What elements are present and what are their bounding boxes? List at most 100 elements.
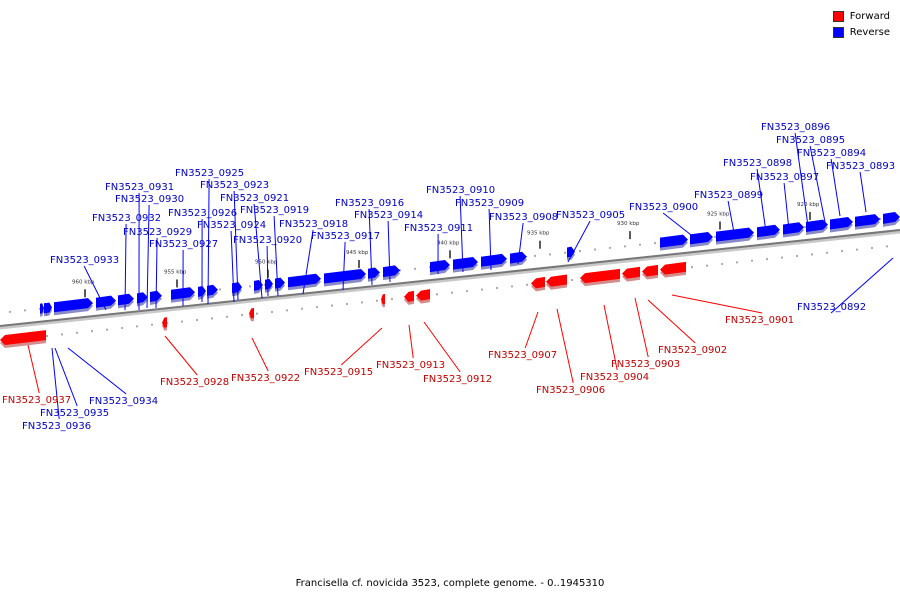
gene-label[interactable]: FN3523_0892 bbox=[797, 302, 866, 313]
leader-line bbox=[662, 212, 701, 243]
gene-feature[interactable] bbox=[660, 234, 688, 248]
gene-feature[interactable] bbox=[288, 273, 321, 288]
gene-feature[interactable] bbox=[118, 293, 134, 306]
backbone-line bbox=[0, 229, 900, 327]
gene-label[interactable]: FN3523_0933 bbox=[50, 255, 119, 266]
gene-feature[interactable] bbox=[855, 214, 880, 227]
gene-feature[interactable] bbox=[622, 266, 640, 279]
gene-feature[interactable] bbox=[249, 307, 254, 319]
gene-label[interactable]: FN3523_0925 bbox=[175, 168, 244, 179]
gene-label[interactable]: FN3523_0906 bbox=[536, 385, 605, 396]
gene-label[interactable]: FN3523_0918 bbox=[279, 219, 348, 230]
gene-label[interactable]: FN3523_0920 bbox=[233, 235, 302, 246]
gene-label[interactable]: FN3523_0909 bbox=[455, 198, 524, 209]
gene-feature[interactable] bbox=[642, 264, 658, 277]
legend-reverse: Reverse bbox=[832, 24, 890, 40]
gene-label[interactable]: FN3523_0895 bbox=[776, 135, 845, 146]
genome-backbone bbox=[0, 229, 900, 330]
gene-label[interactable]: FN3523_0924 bbox=[197, 220, 266, 231]
gene-label[interactable]: FN3523_0899 bbox=[694, 190, 763, 201]
gene-label[interactable]: FN3523_0900 bbox=[629, 202, 698, 213]
gene-label[interactable]: FN3523_0919 bbox=[240, 205, 309, 216]
gene-label[interactable]: FN3523_0921 bbox=[220, 193, 289, 204]
gene-label[interactable]: FN3523_0936 bbox=[22, 421, 91, 432]
gene-label[interactable]: FN3523_0922 bbox=[231, 373, 300, 384]
gene-label[interactable]: FN3523_0904 bbox=[580, 372, 649, 383]
leader-line bbox=[859, 171, 867, 213]
gene-feature[interactable] bbox=[580, 268, 620, 284]
gene-label[interactable]: FN3523_0926 bbox=[168, 208, 237, 219]
leader-line bbox=[459, 195, 464, 273]
gene-feature[interactable] bbox=[531, 276, 545, 289]
gene-label[interactable]: FN3523_0893 bbox=[826, 161, 895, 172]
gene-label[interactable]: FN3523_0916 bbox=[335, 198, 404, 209]
gene-feature[interactable] bbox=[383, 265, 400, 278]
gene-feature[interactable] bbox=[546, 274, 567, 287]
gene-feature[interactable] bbox=[404, 290, 414, 302]
gene-feature[interactable] bbox=[44, 302, 48, 314]
gene-label[interactable]: FN3523_0894 bbox=[797, 148, 866, 159]
kbp-label: 940 kbp bbox=[437, 240, 460, 246]
leader-line bbox=[647, 299, 696, 344]
legend-forward-label: Forward bbox=[849, 10, 890, 22]
gene-feature[interactable] bbox=[96, 295, 116, 308]
gene-label[interactable]: FN3523_0917 bbox=[311, 231, 380, 242]
gene-feature[interactable] bbox=[265, 278, 273, 290]
backbone-shadow bbox=[0, 230, 900, 330]
gene-label[interactable]: FN3523_0907 bbox=[488, 350, 557, 361]
gene-feature[interactable] bbox=[830, 217, 853, 230]
gene-feature[interactable] bbox=[430, 260, 450, 273]
gene-label[interactable]: FN3523_0902 bbox=[658, 345, 727, 356]
gene-label[interactable]: FN3523_0896 bbox=[761, 122, 830, 133]
gene-label[interactable]: FN3523_0937 bbox=[2, 395, 71, 406]
gene-feature[interactable] bbox=[381, 293, 385, 305]
gene-label[interactable]: FN3523_0935 bbox=[40, 408, 109, 419]
leader-line bbox=[830, 257, 894, 314]
gene-label[interactable]: FN3523_0915 bbox=[304, 367, 373, 378]
gene-feature[interactable] bbox=[416, 289, 430, 301]
gene-feature[interactable] bbox=[806, 219, 828, 233]
gene-label[interactable]: FN3523_0911 bbox=[404, 223, 473, 234]
gene-label[interactable]: FN3523_0903 bbox=[611, 359, 680, 370]
kbp-label: 945 kbp bbox=[346, 250, 369, 256]
gene-feature[interactable] bbox=[54, 298, 93, 313]
gene-label[interactable]: FN3523_0923 bbox=[200, 180, 269, 191]
leader-line bbox=[671, 294, 763, 314]
gene-label[interactable]: FN3523_0932 bbox=[92, 213, 161, 224]
gene-feature[interactable] bbox=[660, 261, 686, 275]
leader-line bbox=[524, 311, 539, 349]
leader-line bbox=[517, 222, 524, 265]
gene-feature[interactable] bbox=[883, 212, 900, 224]
gene-label[interactable]: FN3523_0912 bbox=[423, 374, 492, 385]
gene-feature[interactable] bbox=[162, 317, 167, 328]
gene-feature[interactable] bbox=[137, 292, 148, 304]
gene-feature[interactable] bbox=[567, 246, 575, 258]
gene-label[interactable]: FN3523_0913 bbox=[376, 360, 445, 371]
gene-feature[interactable] bbox=[0, 330, 46, 345]
gene-label[interactable]: FN3523_0910 bbox=[426, 185, 495, 196]
leader-line bbox=[155, 237, 158, 309]
gene-feature[interactable] bbox=[716, 227, 754, 242]
gene-feature[interactable] bbox=[690, 231, 713, 245]
reverse-swatch bbox=[832, 26, 844, 38]
gene-label[interactable]: FN3523_0934 bbox=[89, 396, 158, 407]
gene-label[interactable]: FN3523_0898 bbox=[723, 158, 792, 169]
gene-label[interactable]: FN3523_0901 bbox=[725, 315, 794, 326]
gene-label[interactable]: FN3523_0905 bbox=[556, 210, 625, 221]
gene-feature[interactable] bbox=[757, 224, 780, 238]
gene-label[interactable]: FN3523_0908 bbox=[489, 212, 558, 223]
gene-label[interactable]: FN3523_0929 bbox=[123, 227, 192, 238]
gene-label[interactable]: FN3523_0914 bbox=[354, 210, 423, 221]
leader-line bbox=[340, 327, 383, 366]
gene-label[interactable]: FN3523_0927 bbox=[149, 239, 218, 250]
leader-line bbox=[266, 245, 269, 297]
gene-feature[interactable] bbox=[481, 253, 507, 267]
gene-label[interactable]: FN3523_0930 bbox=[115, 194, 184, 205]
gene-feature[interactable] bbox=[207, 284, 218, 296]
gene-label[interactable]: FN3523_0928 bbox=[160, 377, 229, 388]
gene-label[interactable]: FN3523_0897 bbox=[750, 172, 819, 183]
gene-label[interactable]: FN3523_0931 bbox=[105, 182, 174, 193]
gene-feature[interactable] bbox=[324, 268, 366, 284]
gene-feature[interactable] bbox=[40, 303, 44, 314]
gene-feature[interactable] bbox=[453, 257, 478, 270]
